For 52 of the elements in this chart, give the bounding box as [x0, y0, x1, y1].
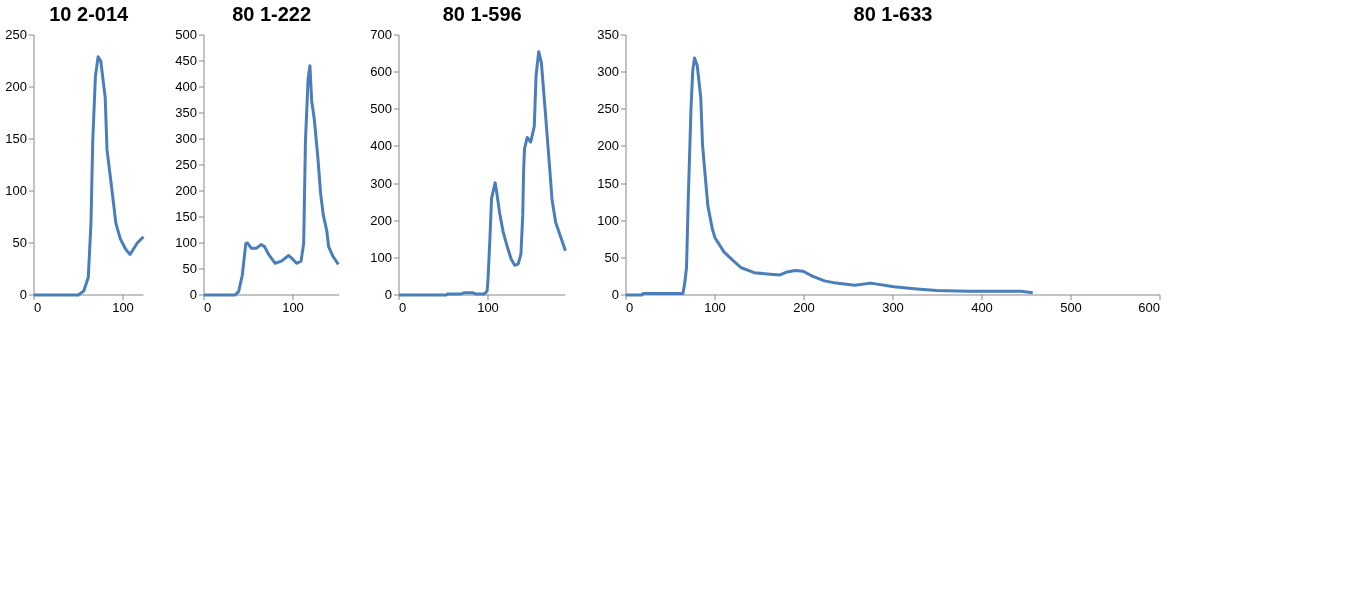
y-tick-label: 100: [175, 235, 197, 250]
y-tick-label: 400: [175, 79, 197, 94]
line-series: [32, 55, 145, 297]
y-tick-label: 200: [175, 183, 197, 198]
y-tick-label: 700: [370, 27, 392, 42]
y-tick-label: 600: [370, 64, 392, 80]
x-tick-label: 100: [477, 300, 499, 315]
x-tick-label: 400: [971, 300, 993, 315]
y-tick-label: 100: [5, 183, 27, 198]
y-tick-label: 200: [370, 212, 392, 228]
y-tick-label: 250: [175, 157, 197, 172]
y-tick-label: 250: [5, 27, 27, 42]
x-tick-label: 500: [1060, 300, 1082, 315]
y-tick-label: 0: [189, 287, 197, 302]
x-tick-label: 0: [399, 300, 407, 315]
x-tick-label: 100: [282, 300, 304, 315]
line-series: [624, 56, 1035, 297]
y-tick-label: 50: [604, 249, 619, 265]
x-tick-label: 300: [882, 300, 904, 315]
y-tick-label: 200: [597, 138, 619, 154]
y-tick-label: 350: [597, 27, 619, 42]
chart-title: 10 2-014: [49, 3, 130, 25]
y-tick-label: 150: [175, 209, 197, 224]
y-tick-label: 300: [370, 175, 392, 191]
y-tick-label: 100: [597, 212, 619, 228]
x-tick-label: 100: [112, 300, 134, 315]
y-tick-label: 500: [370, 101, 392, 117]
y-tick-label: 0: [611, 287, 619, 302]
y-tick-label: 0: [19, 287, 27, 302]
y-tick-label: 450: [175, 53, 197, 68]
x-tick-label: 0: [204, 300, 212, 315]
y-tick-label: 300: [175, 131, 197, 146]
x-tick-label: 100: [704, 300, 726, 315]
x-tick-label: 600: [1138, 300, 1160, 315]
y-tick-label: 100: [370, 249, 392, 265]
x-tick-label: 0: [34, 300, 42, 315]
y-tick-label: 500: [175, 27, 197, 42]
y-tick-label: 200: [5, 79, 27, 94]
y-tick-label: 300: [597, 64, 619, 80]
y-tick-label: 400: [370, 138, 392, 154]
chart-title: 80 1-222: [232, 3, 312, 25]
y-tick-label: 250: [597, 101, 619, 117]
y-tick-label: 150: [597, 175, 619, 191]
y-tick-label: 0: [384, 287, 392, 302]
y-tick-label: 50: [12, 235, 27, 250]
x-tick-label: 200: [793, 300, 815, 315]
y-tick-label: 350: [175, 105, 197, 120]
x-tick-label: 0: [626, 300, 634, 315]
y-tick-label: 150: [5, 131, 27, 146]
chart-title: 80 1-633: [853, 3, 933, 25]
chart-title: 80 1-596: [442, 3, 522, 25]
y-tick-label: 50: [182, 261, 197, 276]
